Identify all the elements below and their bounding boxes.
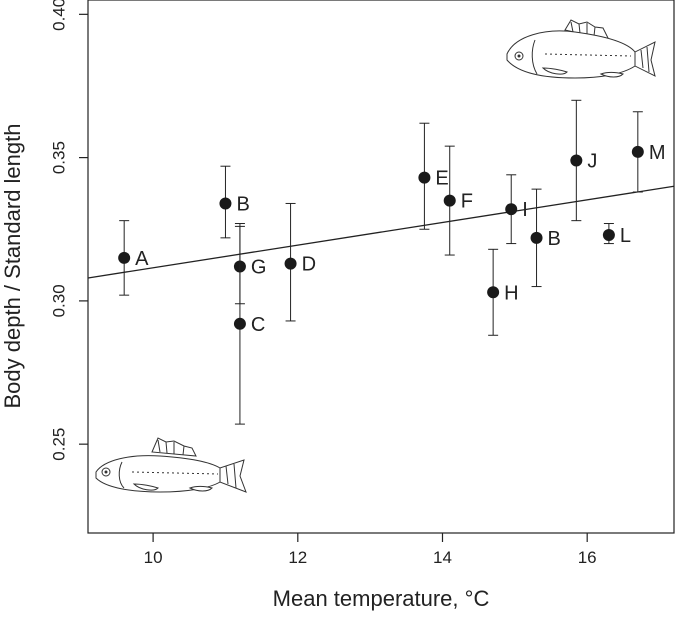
x-tick-label: 10 <box>144 548 163 567</box>
point-label: B <box>548 228 561 250</box>
slender-fish-icon <box>95 437 247 493</box>
point-marker <box>418 171 431 184</box>
x-tick-label: 16 <box>578 548 597 567</box>
point-label: L <box>620 225 631 247</box>
deep-bodied-fish-icon <box>506 19 656 79</box>
point-marker <box>602 228 615 241</box>
data-point-a: A <box>118 220 149 296</box>
point-label: M <box>649 142 666 164</box>
y-axis: 0.25 0.30 0.35 0.40 <box>49 0 88 461</box>
point-label: B <box>236 193 249 215</box>
point-label: J <box>587 150 597 172</box>
point-label: E <box>435 168 448 190</box>
trend-line <box>87 185 675 279</box>
point-marker <box>118 251 131 264</box>
y-tick-label: 0.35 <box>49 141 68 174</box>
point-marker <box>443 194 456 207</box>
point-label: F <box>461 191 473 213</box>
point-label: C <box>251 314 265 336</box>
y-tick-label: 0.40 <box>49 0 68 31</box>
point-label: A <box>135 248 149 270</box>
point-marker <box>219 197 232 210</box>
y-axis-title: Body depth / Standard length <box>0 124 25 409</box>
point-marker <box>505 203 518 216</box>
point-label: I <box>522 199 528 221</box>
x-axis: 10 12 14 16 <box>144 533 597 567</box>
data-point-h: H <box>487 248 519 336</box>
data-point-f: F <box>443 145 473 256</box>
data-point-b: B <box>219 165 250 239</box>
point-label: G <box>251 257 267 279</box>
y-tick-label: 0.25 <box>49 428 68 461</box>
point-label: D <box>302 254 316 276</box>
point-marker <box>233 317 246 330</box>
point-marker <box>570 154 583 167</box>
data-point-d: D <box>284 202 316 322</box>
plot-frame <box>87 0 675 534</box>
data-point-m: M <box>631 111 666 193</box>
data-point-i: I <box>505 174 528 245</box>
point-marker <box>631 145 644 158</box>
point-marker <box>530 231 543 244</box>
x-tick-label: 12 <box>288 548 307 567</box>
point-marker <box>284 257 297 270</box>
x-axis-title: Mean temperature, °C <box>273 586 490 611</box>
point-label: H <box>504 282 518 304</box>
data-point-e: E <box>418 122 449 230</box>
data-point-l: L <box>602 223 631 247</box>
data-point-b: B <box>530 188 561 288</box>
x-tick-label: 14 <box>433 548 452 567</box>
data-point-g: G <box>233 225 267 305</box>
data-point-j: J <box>570 99 597 222</box>
y-tick-label: 0.30 <box>49 284 68 317</box>
data-point-c: C <box>233 223 265 425</box>
point-marker <box>487 286 500 299</box>
